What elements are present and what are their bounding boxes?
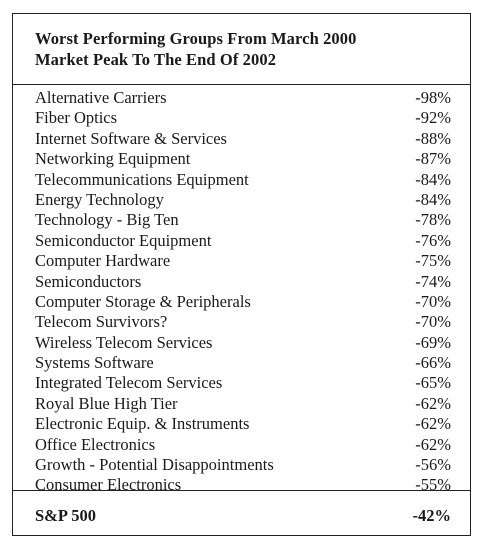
group-name: Technology - Big Ten [35, 210, 179, 230]
group-name: Telecom Survivors? [35, 312, 168, 332]
group-name: Telecommunications Equipment [35, 169, 249, 189]
group-name: Networking Equipment [35, 149, 191, 169]
group-name: Semiconductor Equipment [35, 230, 212, 250]
table-row: Technology - Big Ten -78% [35, 210, 451, 230]
group-name: Office Electronics [35, 434, 156, 454]
table-row: Fiber Optics -92% [35, 108, 451, 128]
table-row: Royal Blue High Tier -62% [35, 394, 451, 414]
table-row: Computer Hardware -75% [35, 251, 451, 271]
table-row: Office Electronics -62% [35, 435, 451, 455]
group-name: Energy Technology [35, 189, 164, 209]
group-name: Consumer Electronics [35, 475, 182, 495]
table-title-line-2: Market Peak To The End Of 2002 [35, 50, 277, 69]
group-change: -62% [415, 414, 451, 434]
group-name: Semiconductors [35, 271, 142, 291]
table-row: Consumer Electronics -55% [35, 475, 451, 495]
group-change: -62% [415, 393, 451, 413]
group-change: -62% [415, 434, 451, 454]
group-change: -70% [415, 312, 451, 332]
total-divider [13, 490, 470, 491]
table-row: Networking Equipment -87% [35, 149, 451, 169]
group-name: Integrated Telecom Services [35, 373, 223, 393]
group-change: -87% [415, 149, 451, 169]
group-change: -66% [415, 353, 451, 373]
table-row: Systems Software -66% [35, 353, 451, 373]
group-change: -65% [415, 373, 451, 393]
table-row: Internet Software & Services -88% [35, 129, 451, 149]
group-name: Computer Hardware [35, 251, 171, 271]
table-row: Integrated Telecom Services -65% [35, 373, 451, 393]
table-row: Electronic Equip. & Instruments -62% [35, 414, 451, 434]
header-divider [13, 84, 470, 85]
table-row: Energy Technology -84% [35, 190, 451, 210]
table-row: Telecommunications Equipment -84% [35, 170, 451, 190]
table-row: Alternative Carriers -98% [35, 88, 451, 108]
group-name: Internet Software & Services [35, 128, 227, 148]
group-change: -84% [415, 189, 451, 209]
group-change: -76% [415, 230, 451, 250]
group-change: -56% [415, 455, 451, 475]
group-name: Alternative Carriers [35, 88, 167, 107]
group-name: Systems Software [35, 353, 154, 373]
group-change: -78% [415, 210, 451, 230]
table-row: Wireless Telecom Services -69% [35, 333, 451, 353]
group-change: -55% [415, 475, 451, 495]
table-row: Semiconductors -74% [35, 272, 451, 292]
group-change: -88% [415, 128, 451, 148]
table-row: Semiconductor Equipment -76% [35, 231, 451, 251]
total-row: S&P 500 -42% [35, 506, 451, 526]
group-name: Royal Blue High Tier [35, 393, 178, 413]
table-frame: Worst Performing Groups From March 2000 … [12, 13, 471, 536]
group-name: Fiber Optics [35, 108, 118, 128]
table-row: Computer Storage & Peripherals -70% [35, 292, 451, 312]
table-row: Growth - Potential Disappointments -56% [35, 455, 451, 475]
group-name: Electronic Equip. & Instruments [35, 414, 250, 434]
table-row: Telecom Survivors? -70% [35, 312, 451, 332]
table-title-line-1: Worst Performing Groups From March 2000 [35, 29, 357, 48]
total-value: -42% [412, 506, 452, 525]
group-list: Alternative Carriers -98% Fiber Optics -92%… [35, 88, 451, 496]
total-label: S&P 500 [35, 506, 96, 525]
group-change: -70% [415, 291, 451, 311]
group-change: -92% [415, 108, 451, 128]
table-title: Worst Performing Groups From March 2000 … [35, 28, 356, 70]
group-change: -74% [415, 271, 451, 291]
group-name: Computer Storage & Peripherals [35, 291, 251, 311]
group-change: -75% [415, 251, 451, 271]
group-name: Growth - Potential Disappointments [35, 455, 274, 475]
group-change: -84% [415, 169, 451, 189]
group-change: -69% [415, 332, 451, 352]
group-name: Wireless Telecom Services [35, 332, 213, 352]
group-change: -98% [415, 88, 451, 107]
